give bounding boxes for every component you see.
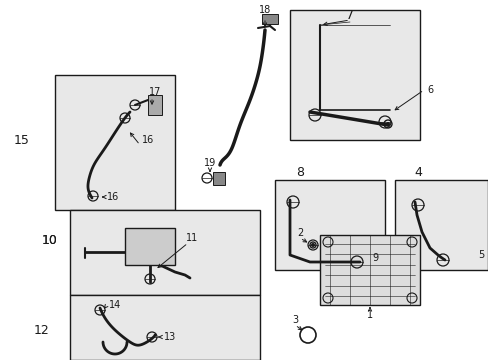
Bar bbox=[70, 210, 260, 295]
Circle shape bbox=[385, 122, 389, 126]
Bar bbox=[148, 95, 162, 115]
Text: 5: 5 bbox=[477, 250, 483, 260]
Bar bbox=[319, 235, 419, 305]
Bar bbox=[289, 10, 419, 140]
Text: 9: 9 bbox=[371, 253, 377, 263]
Text: 11: 11 bbox=[185, 233, 198, 243]
Bar bbox=[213, 172, 224, 185]
Circle shape bbox=[310, 243, 314, 247]
Text: 8: 8 bbox=[295, 166, 304, 179]
Bar bbox=[262, 14, 278, 24]
Text: 19: 19 bbox=[203, 158, 216, 168]
Text: 3: 3 bbox=[291, 315, 298, 325]
Text: 18: 18 bbox=[258, 5, 270, 15]
Bar bbox=[55, 75, 175, 210]
Text: 4: 4 bbox=[413, 166, 421, 179]
Text: 2: 2 bbox=[296, 228, 303, 238]
Text: 15: 15 bbox=[14, 134, 30, 147]
Text: 16: 16 bbox=[142, 135, 154, 145]
Text: 12: 12 bbox=[34, 324, 50, 337]
Bar bbox=[125, 228, 175, 265]
Text: 1: 1 bbox=[366, 310, 372, 320]
Text: 10: 10 bbox=[42, 234, 58, 247]
Bar bbox=[70, 295, 260, 360]
Text: 17: 17 bbox=[148, 87, 161, 97]
Text: 6: 6 bbox=[426, 85, 432, 95]
Bar bbox=[274, 180, 384, 270]
Text: 16: 16 bbox=[107, 192, 119, 202]
Text: 10: 10 bbox=[42, 234, 58, 247]
Bar bbox=[394, 180, 487, 270]
Text: 14: 14 bbox=[109, 300, 121, 310]
Text: 7: 7 bbox=[346, 9, 353, 22]
Text: 13: 13 bbox=[163, 332, 176, 342]
